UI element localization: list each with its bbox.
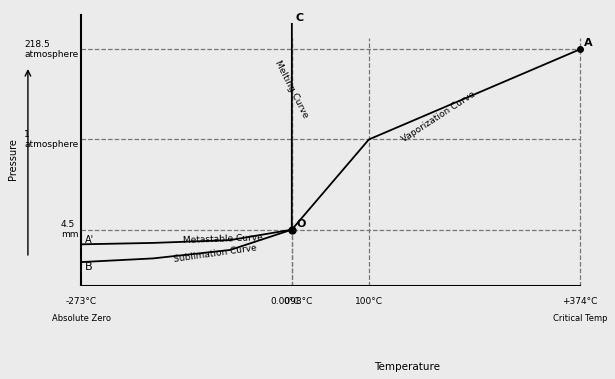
- Text: Temperature: Temperature: [375, 362, 440, 372]
- Text: Vaporization Curve: Vaporization Curve: [400, 90, 477, 144]
- Text: O: O: [296, 219, 306, 229]
- Text: 1
atmosphere: 1 atmosphere: [24, 130, 78, 149]
- Text: Absolute Zero: Absolute Zero: [52, 314, 111, 323]
- Text: 4.5
mm: 4.5 mm: [61, 220, 78, 240]
- Text: Pressure: Pressure: [8, 138, 18, 180]
- Text: 100°C: 100°C: [355, 297, 383, 306]
- Text: Critical Temp: Critical Temp: [553, 314, 608, 323]
- Text: Sublimation Curve: Sublimation Curve: [173, 243, 257, 264]
- Text: 0°C: 0°C: [284, 297, 300, 306]
- Text: -273°C: -273°C: [66, 297, 97, 306]
- Text: Metastable Curve: Metastable Curve: [182, 233, 263, 244]
- Text: 218.5
atmosphere: 218.5 atmosphere: [24, 39, 78, 59]
- Text: B: B: [85, 262, 92, 272]
- Text: +374°C: +374°C: [562, 297, 598, 306]
- Text: A: A: [584, 38, 592, 49]
- Text: Melting Curve: Melting Curve: [274, 58, 310, 119]
- Text: A': A': [85, 235, 94, 245]
- Text: 0.0098°C: 0.0098°C: [271, 297, 313, 306]
- Text: C: C: [295, 13, 303, 23]
